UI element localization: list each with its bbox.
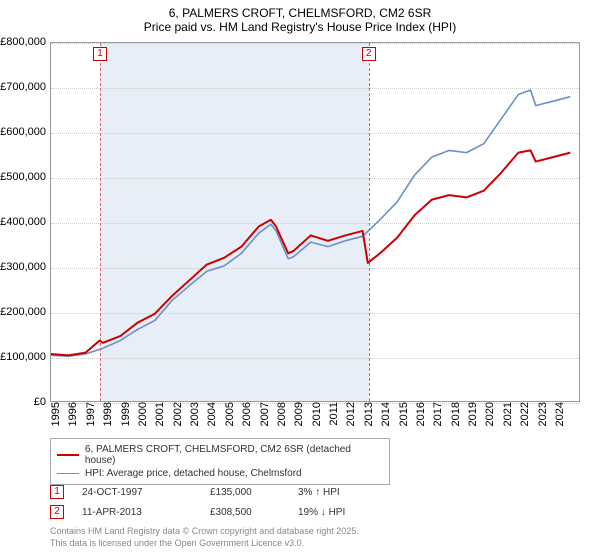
event-date: 24-OCT-1997 <box>82 487 192 498</box>
attribution-line2: This data is licensed under the Open Gov… <box>50 538 359 550</box>
x-tick-label: 2004 <box>202 402 218 426</box>
x-tick-label: 2019 <box>463 402 479 426</box>
y-tick-label: £600,000 <box>0 126 50 138</box>
x-tick-label: 2020 <box>480 402 496 426</box>
x-tick-label: 2017 <box>428 402 444 426</box>
x-tick-label: 2003 <box>185 402 201 426</box>
event-price: £308,500 <box>210 507 280 518</box>
event-date: 11-APR-2013 <box>82 507 192 518</box>
legend-label: 6, PALMERS CROFT, CHELMSFORD, CM2 6SR (d… <box>85 444 383 466</box>
x-tick-label: 2002 <box>168 402 184 426</box>
x-tick-label: 2013 <box>359 402 375 426</box>
x-tick-label: 2024 <box>550 402 566 426</box>
plot-region: 12 <box>50 42 580 402</box>
legend-label: HPI: Average price, detached house, Chel… <box>85 468 302 479</box>
event-delta: 3% ↑ HPI <box>298 487 388 498</box>
legend-row: HPI: Average price, detached house, Chel… <box>57 467 383 480</box>
event-row: 2 11-APR-2013 £308,500 19% ↓ HPI <box>50 502 388 522</box>
x-tick-label: 1996 <box>63 402 79 426</box>
x-tick-label: 2016 <box>411 402 427 426</box>
x-tick-label: 1997 <box>81 402 97 426</box>
legend-swatch <box>57 473 79 474</box>
event-number: 2 <box>50 505 64 519</box>
x-tick-label: 2011 <box>324 402 340 426</box>
x-tick-label: 2010 <box>307 402 323 426</box>
event-table: 1 24-OCT-1997 £135,000 3% ↑ HPI 2 11-APR-2013… <box>50 482 388 522</box>
x-tick-label: 1995 <box>46 402 62 426</box>
legend-row: 6, PALMERS CROFT, CHELMSFORD, CM2 6SR (d… <box>57 443 383 467</box>
y-tick-label: £800,000 <box>0 36 50 48</box>
x-tick-label: 2008 <box>272 402 288 426</box>
chart-container: 6, PALMERS CROFT, CHELMSFORD, CM2 6SR Pr… <box>0 0 600 560</box>
x-tick-label: 2015 <box>394 402 410 426</box>
legend-swatch <box>57 454 79 456</box>
x-tick-label: 2007 <box>255 402 271 426</box>
x-tick-label: 2014 <box>376 402 392 426</box>
event-delta: 19% ↓ HPI <box>298 507 388 518</box>
x-tick-label: 1999 <box>116 402 132 426</box>
x-tick-label: 2009 <box>289 402 305 426</box>
x-tick-label: 2022 <box>515 402 531 426</box>
chart-title-line1: 6, PALMERS CROFT, CHELMSFORD, CM2 6SR <box>0 0 600 20</box>
series-hpi <box>51 90 570 356</box>
y-tick-label: £100,000 <box>0 351 50 363</box>
attribution: Contains HM Land Registry data © Crown c… <box>50 526 359 549</box>
attribution-line1: Contains HM Land Registry data © Crown c… <box>50 526 359 538</box>
x-tick-label: 2001 <box>150 402 166 426</box>
y-tick-label: £700,000 <box>0 81 50 93</box>
event-price: £135,000 <box>210 487 280 498</box>
series-price_paid <box>51 150 570 355</box>
x-tick-label: 2021 <box>498 402 514 426</box>
event-number: 1 <box>50 485 64 499</box>
x-tick-label: 1998 <box>98 402 114 426</box>
legend: 6, PALMERS CROFT, CHELMSFORD, CM2 6SR (d… <box>50 438 390 485</box>
y-tick-label: £500,000 <box>0 171 50 183</box>
event-row: 1 24-OCT-1997 £135,000 3% ↑ HPI <box>50 482 388 502</box>
chart-area: 12 £0£100,000£200,000£300,000£400,000£50… <box>50 42 580 402</box>
chart-title-line2: Price paid vs. HM Land Registry's House … <box>0 20 600 38</box>
x-tick-label: 2005 <box>220 402 236 426</box>
x-tick-label: 2018 <box>446 402 462 426</box>
y-tick-label: £300,000 <box>0 261 50 273</box>
x-tick-label: 2000 <box>133 402 149 426</box>
y-tick-label: £200,000 <box>0 306 50 318</box>
x-tick-label: 2006 <box>237 402 253 426</box>
x-tick-label: 2012 <box>341 402 357 426</box>
x-tick-label: 2023 <box>533 402 549 426</box>
line-series <box>51 43 579 401</box>
y-tick-label: £400,000 <box>0 216 50 228</box>
